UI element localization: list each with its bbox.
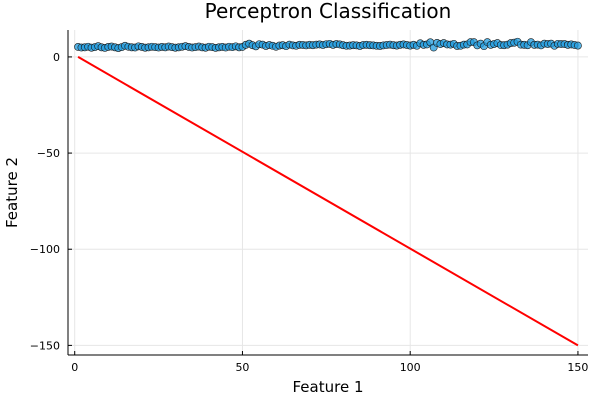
x-tick-label: 50 (235, 361, 249, 374)
y-tick-label: −50 (37, 147, 60, 160)
x-tick-label: 0 (71, 361, 78, 374)
x-tick-label: 100 (400, 361, 421, 374)
grid (68, 30, 588, 355)
x-tick-label: 150 (567, 361, 588, 374)
data-point (574, 41, 582, 50)
x-axis-label: Feature 1 (293, 378, 364, 396)
chart-title: Perceptron Classification (205, 0, 452, 23)
axes (67, 30, 588, 356)
decision-boundary-line (77, 56, 579, 347)
y-tick-label: −150 (30, 339, 60, 352)
y-axis-label: Feature 2 (3, 157, 21, 228)
y-tick-label: −100 (30, 243, 60, 256)
ticks: 0 50 100 150 0 −50 −100 −150 (30, 51, 589, 374)
series (74, 37, 582, 347)
y-tick-label: 0 (53, 51, 60, 64)
